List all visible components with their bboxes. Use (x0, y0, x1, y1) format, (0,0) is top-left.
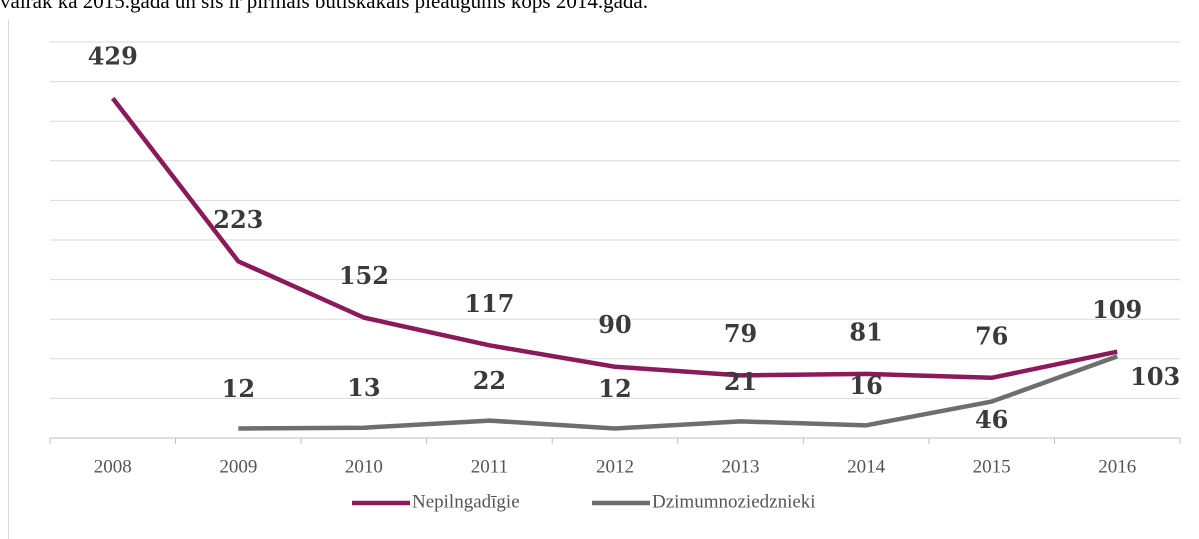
data-label: 13 (347, 373, 380, 402)
data-label: 12 (222, 374, 255, 403)
data-label: 90 (598, 310, 631, 339)
data-label: 81 (849, 317, 882, 346)
x-tick-label: 2014 (847, 456, 886, 477)
series-line (110, 96, 1118, 381)
x-tick-label: 2012 (596, 456, 634, 477)
x-tick-label: 2015 (973, 456, 1011, 477)
data-label: 223 (213, 205, 263, 234)
series-line (238, 354, 1118, 431)
data-label: 117 (464, 289, 514, 318)
data-label: 46 (975, 405, 1008, 434)
data-label: 22 (473, 366, 506, 395)
data-label: 152 (339, 261, 389, 290)
x-tick-label: 2016 (1098, 456, 1136, 477)
x-tick-label: 2008 (94, 456, 132, 477)
data-label: 103 (1130, 362, 1180, 391)
data-label: 16 (849, 371, 882, 400)
x-tick-label: 2013 (722, 456, 760, 477)
data-label: 429 (88, 42, 138, 71)
x-tick-label: 2011 (471, 456, 508, 477)
x-tick-label: 2009 (219, 456, 257, 477)
data-label: 109 (1092, 295, 1142, 324)
data-label: 12 (598, 374, 631, 403)
data-label: 21 (724, 367, 757, 396)
header-text: vairāk kā 2015.gadā un šis ir pirmais bū… (0, 0, 648, 13)
data-label: 76 (975, 321, 1008, 350)
data-label: 79 (724, 319, 757, 348)
x-tick-label: 2010 (345, 456, 383, 477)
legend-label: Nepilngadīgie (412, 491, 520, 512)
legend-label: Dzimumnoziedznieki (652, 491, 816, 512)
